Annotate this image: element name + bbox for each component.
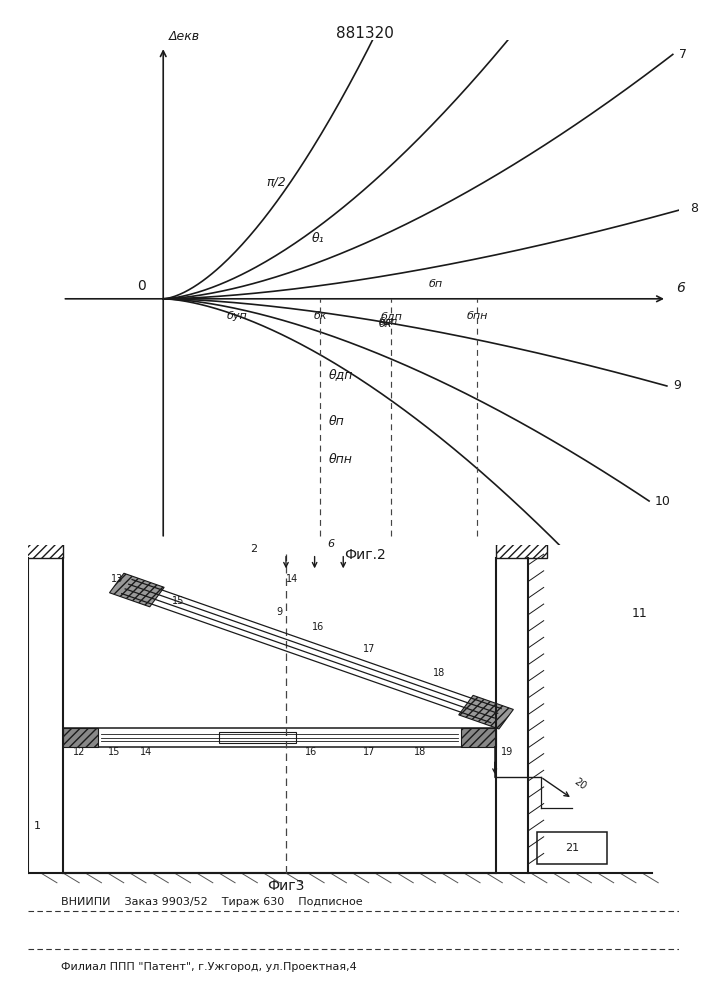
Text: 17: 17: [363, 747, 375, 757]
Text: Δекв: Δекв: [169, 30, 200, 43]
Text: π/2: π/2: [266, 175, 286, 188]
Text: 21: 21: [566, 843, 579, 853]
Bar: [64, 728, 496, 747]
Text: 9: 9: [276, 607, 283, 617]
Text: 18: 18: [414, 747, 426, 757]
Text: θк: θк: [379, 319, 392, 329]
Text: 17: 17: [363, 644, 375, 654]
Text: 14: 14: [286, 574, 298, 584]
Text: бп: бп: [428, 279, 443, 289]
Text: ВНИИПИ    Заказ 9903/52    Тираж 630    Подписное: ВНИИПИ Заказ 9903/52 Тираж 630 Подписное: [61, 897, 363, 907]
Bar: [496, 558, 528, 873]
Text: 13: 13: [111, 574, 124, 584]
Text: бпн: бпн: [467, 311, 488, 321]
Text: буп: буп: [227, 311, 247, 321]
Text: 11: 11: [631, 607, 647, 620]
Text: 0: 0: [136, 278, 146, 292]
Text: 19: 19: [501, 747, 513, 757]
Bar: [9, 543, 64, 558]
Bar: [219, 732, 296, 743]
Text: θп: θп: [329, 415, 345, 428]
Text: 15: 15: [108, 747, 120, 757]
Text: 6: 6: [327, 539, 334, 549]
Polygon shape: [459, 695, 513, 729]
Bar: [496, 543, 547, 558]
Bar: [64, 728, 98, 747]
Text: бдп: бдп: [380, 311, 402, 321]
Text: Фиг.2: Фиг.2: [344, 548, 385, 562]
Text: 15: 15: [172, 596, 184, 606]
Text: 7: 7: [679, 48, 686, 61]
Text: θдп: θдп: [329, 368, 354, 381]
Text: 10: 10: [655, 495, 671, 508]
Text: 14: 14: [140, 747, 152, 757]
Text: 18: 18: [433, 668, 445, 678]
Polygon shape: [110, 573, 164, 607]
Text: 9: 9: [673, 379, 681, 392]
Text: θпн: θпн: [329, 453, 353, 466]
Bar: [28, 558, 64, 873]
Text: θ₁: θ₁: [311, 232, 324, 245]
Text: 8: 8: [691, 202, 699, 215]
Text: бк: бк: [313, 311, 327, 321]
Text: 1: 1: [35, 821, 41, 831]
Bar: [461, 728, 496, 747]
Text: 16: 16: [305, 747, 317, 757]
Text: 2: 2: [250, 544, 258, 554]
Text: бдп: бдп: [379, 316, 398, 326]
Text: Фиг3: Фиг3: [267, 879, 305, 893]
Text: 881320: 881320: [336, 26, 394, 41]
Text: 16: 16: [312, 622, 324, 632]
Text: 6: 6: [676, 282, 684, 296]
Text: Филиал ППП "Патент", г.Ужгород, ул.Проектная,4: Филиал ППП "Патент", г.Ужгород, ул.Проек…: [61, 962, 356, 972]
Text: 12: 12: [73, 747, 86, 757]
Bar: [537, 832, 607, 864]
Text: 20: 20: [573, 777, 588, 792]
